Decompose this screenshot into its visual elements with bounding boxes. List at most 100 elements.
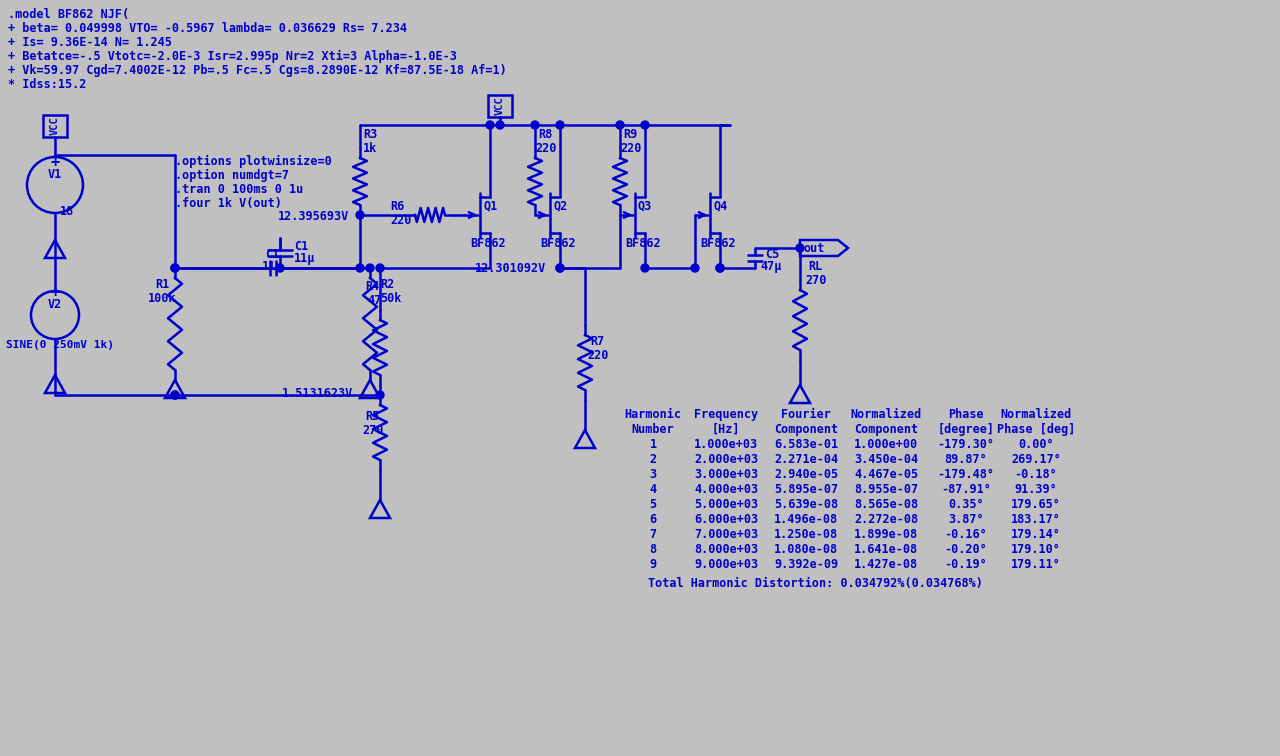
Text: BF862: BF862 bbox=[625, 237, 660, 250]
Text: C5: C5 bbox=[765, 248, 780, 261]
Circle shape bbox=[531, 121, 539, 129]
Text: 1k: 1k bbox=[364, 142, 378, 155]
Text: 220: 220 bbox=[535, 142, 557, 155]
Text: * Idss:15.2: * Idss:15.2 bbox=[8, 78, 86, 91]
Text: Fourier: Fourier bbox=[781, 408, 831, 421]
Text: 220: 220 bbox=[588, 349, 608, 362]
Text: -87.91°: -87.91° bbox=[941, 483, 991, 496]
Text: + Is= 9.36E-14 N= 1.245: + Is= 9.36E-14 N= 1.245 bbox=[8, 36, 172, 49]
Text: 2: 2 bbox=[649, 453, 657, 466]
Text: Q1: Q1 bbox=[483, 199, 497, 212]
Text: 1.250e-08: 1.250e-08 bbox=[774, 528, 838, 541]
Text: RL: RL bbox=[808, 260, 822, 273]
Text: R2: R2 bbox=[380, 278, 394, 291]
Text: 3.000e+03: 3.000e+03 bbox=[694, 468, 758, 481]
Text: 11μ: 11μ bbox=[294, 252, 315, 265]
Text: 1.641e-08: 1.641e-08 bbox=[854, 543, 918, 556]
Circle shape bbox=[356, 264, 364, 272]
Text: 179.10°: 179.10° bbox=[1011, 543, 1061, 556]
Text: V1: V1 bbox=[47, 169, 63, 181]
Text: 91.39°: 91.39° bbox=[1015, 483, 1057, 496]
Circle shape bbox=[641, 121, 649, 129]
Circle shape bbox=[356, 211, 364, 219]
Text: 7: 7 bbox=[649, 528, 657, 541]
Text: 0.35°: 0.35° bbox=[948, 498, 984, 511]
Text: 100k: 100k bbox=[148, 292, 177, 305]
Text: R6: R6 bbox=[390, 200, 404, 213]
Text: 2.940e-05: 2.940e-05 bbox=[774, 468, 838, 481]
Text: 220: 220 bbox=[390, 214, 411, 227]
Text: Frequency: Frequency bbox=[694, 408, 758, 421]
Circle shape bbox=[366, 264, 374, 272]
Text: Number: Number bbox=[631, 423, 675, 436]
Text: 7.000e+03: 7.000e+03 bbox=[694, 528, 758, 541]
Text: .four 1k V(out): .four 1k V(out) bbox=[175, 197, 282, 210]
Text: 2.000e+03: 2.000e+03 bbox=[694, 453, 758, 466]
Text: Phase: Phase bbox=[948, 408, 984, 421]
Text: 9: 9 bbox=[649, 558, 657, 571]
Circle shape bbox=[172, 264, 179, 272]
Text: 5.895e-07: 5.895e-07 bbox=[774, 483, 838, 496]
Text: 4.000e+03: 4.000e+03 bbox=[694, 483, 758, 496]
Text: 6.000e+03: 6.000e+03 bbox=[694, 513, 758, 526]
Bar bbox=[44, 115, 67, 137]
Circle shape bbox=[691, 264, 699, 272]
Text: Phase [deg]: Phase [deg] bbox=[997, 423, 1075, 436]
Text: +: + bbox=[50, 156, 60, 171]
Text: 11μ: 11μ bbox=[262, 260, 283, 273]
Text: 9.392e-09: 9.392e-09 bbox=[774, 558, 838, 571]
Text: [Hz]: [Hz] bbox=[712, 423, 740, 436]
Text: 1.000e+03: 1.000e+03 bbox=[694, 438, 758, 451]
Text: .option numdgt=7: .option numdgt=7 bbox=[175, 169, 289, 182]
Text: R4: R4 bbox=[365, 280, 379, 293]
Text: 220: 220 bbox=[620, 142, 641, 155]
Text: 12.301092V: 12.301092V bbox=[475, 262, 547, 275]
Text: C1: C1 bbox=[265, 248, 279, 261]
Text: 1.5131623V: 1.5131623V bbox=[282, 387, 353, 400]
Circle shape bbox=[172, 391, 179, 399]
Text: 183.17°: 183.17° bbox=[1011, 513, 1061, 526]
Text: 270: 270 bbox=[362, 424, 384, 437]
Text: 3.87°: 3.87° bbox=[948, 513, 984, 526]
Text: R8: R8 bbox=[538, 128, 552, 141]
Circle shape bbox=[376, 391, 384, 399]
Text: 1.000e+00: 1.000e+00 bbox=[854, 438, 918, 451]
Text: -0.19°: -0.19° bbox=[945, 558, 987, 571]
Text: 1.496e-08: 1.496e-08 bbox=[774, 513, 838, 526]
Circle shape bbox=[716, 264, 724, 272]
Text: 1.080e-08: 1.080e-08 bbox=[774, 543, 838, 556]
Text: Harmonic: Harmonic bbox=[625, 408, 681, 421]
Text: -179.30°: -179.30° bbox=[937, 438, 995, 451]
Text: 5.639e-08: 5.639e-08 bbox=[774, 498, 838, 511]
Circle shape bbox=[556, 264, 564, 272]
Text: SINE(0 250mV 1k): SINE(0 250mV 1k) bbox=[6, 340, 114, 350]
Text: 6: 6 bbox=[649, 513, 657, 526]
Text: -0.18°: -0.18° bbox=[1015, 468, 1057, 481]
Text: +: + bbox=[50, 286, 60, 300]
Text: Normalized: Normalized bbox=[1001, 408, 1071, 421]
Bar bbox=[488, 95, 512, 117]
Text: 47: 47 bbox=[367, 294, 381, 307]
Text: Component: Component bbox=[774, 423, 838, 436]
Circle shape bbox=[497, 121, 504, 129]
Text: 179.65°: 179.65° bbox=[1011, 498, 1061, 511]
Text: R9: R9 bbox=[623, 128, 637, 141]
Text: BF862: BF862 bbox=[700, 237, 736, 250]
Text: BF862: BF862 bbox=[470, 237, 506, 250]
Text: + beta= 0.049998 VTO= -0.5967 lambda= 0.036629 Rs= 7.234: + beta= 0.049998 VTO= -0.5967 lambda= 0.… bbox=[8, 22, 407, 35]
Text: 269.17°: 269.17° bbox=[1011, 453, 1061, 466]
Text: Q3: Q3 bbox=[637, 199, 653, 212]
Text: Q4: Q4 bbox=[713, 199, 727, 212]
Circle shape bbox=[276, 264, 284, 272]
Text: 5: 5 bbox=[649, 498, 657, 511]
Text: Component: Component bbox=[854, 423, 918, 436]
Text: 4: 4 bbox=[649, 483, 657, 496]
Circle shape bbox=[172, 391, 179, 399]
Text: V2: V2 bbox=[47, 299, 63, 311]
Text: 1.899e-08: 1.899e-08 bbox=[854, 528, 918, 541]
Circle shape bbox=[376, 264, 384, 272]
Text: 2.271e-04: 2.271e-04 bbox=[774, 453, 838, 466]
Text: Normalized: Normalized bbox=[850, 408, 922, 421]
Text: 1: 1 bbox=[649, 438, 657, 451]
Text: 89.87°: 89.87° bbox=[945, 453, 987, 466]
